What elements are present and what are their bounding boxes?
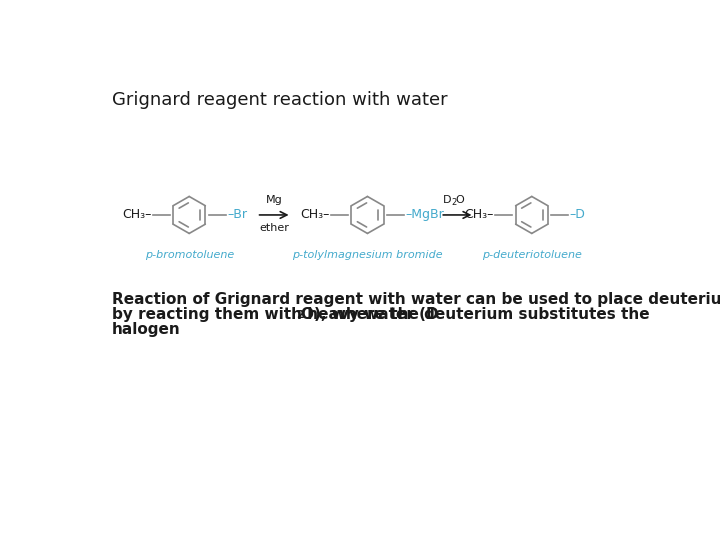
Text: CH₃–: CH₃– (122, 208, 151, 221)
Text: CH₃–: CH₃– (300, 208, 330, 221)
Text: D: D (443, 195, 451, 205)
Text: p-tolylmagnesium bromide: p-tolylmagnesium bromide (292, 251, 443, 260)
Text: halogen: halogen (112, 322, 181, 338)
Text: Grignard reagent reaction with water: Grignard reagent reaction with water (112, 91, 447, 109)
Text: Mg: Mg (266, 195, 282, 205)
Text: –Br: –Br (228, 208, 247, 221)
Text: Reaction of Grignard reagent with water can be used to place deuterium isotopes: Reaction of Grignard reagent with water … (112, 292, 720, 307)
Text: p-bromotoluene: p-bromotoluene (145, 251, 234, 260)
Text: 2: 2 (296, 309, 304, 320)
Text: 2: 2 (451, 198, 456, 207)
Text: by reacting them with heavy water (D: by reacting them with heavy water (D (112, 307, 438, 322)
Text: –MgBr: –MgBr (405, 208, 444, 221)
Text: ether: ether (259, 222, 289, 233)
Text: p-deuteriotoluene: p-deuteriotoluene (482, 251, 582, 260)
Text: CH₃–: CH₃– (464, 208, 494, 221)
Text: O), where the deuterium substitutes the: O), where the deuterium substitutes the (300, 307, 649, 322)
Text: O: O (455, 195, 464, 205)
Text: –D: –D (570, 208, 585, 221)
